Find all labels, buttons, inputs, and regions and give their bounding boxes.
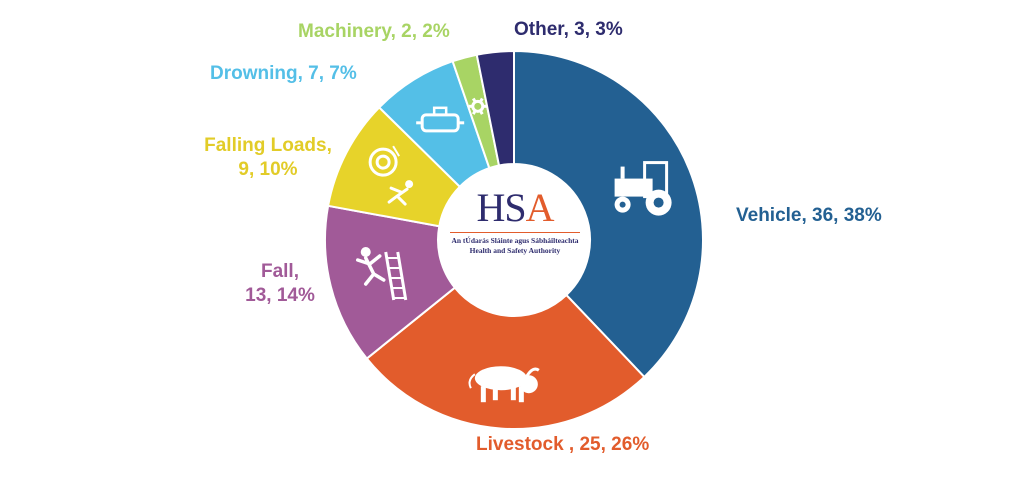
hsa-logo: HSA An tÚdarás Sláinte agus Sábháilteach… (444, 188, 586, 256)
label-falling-loads-line2: 9, 10% (238, 159, 298, 180)
hsa-logo-line1: An tÚdarás Sláinte agus Sábháilteachta (451, 236, 579, 245)
hsa-logo-line2: Health and Safety Authority (469, 246, 561, 255)
label-drowning-text: Drowning, 7, 7% (210, 63, 357, 84)
gear-icon (468, 97, 487, 115)
label-drowning: Drowning, 7, 7% (210, 62, 357, 86)
falling-load-icon (368, 145, 414, 206)
label-machinery: Machinery, 2, 2% (298, 20, 450, 44)
label-livestock-text: Livestock , 25, 26% (476, 434, 650, 455)
label-falling-loads: Falling Loads, 9, 10% (196, 134, 340, 182)
slice-other (475, 49, 515, 167)
slice-vehicle (513, 49, 704, 379)
label-machinery-text: Machinery, 2, 2% (298, 21, 450, 42)
hsa-logo-hs: HS (476, 185, 526, 230)
hsa-logo-mark: HSA (444, 188, 586, 228)
donut-hole (440, 166, 588, 314)
label-falling-loads-line1: Falling Loads, (204, 135, 332, 156)
hsa-logo-a: A (525, 185, 555, 230)
label-livestock: Livestock , 25, 26% (476, 433, 649, 457)
label-fall-line2: 13, 14% (245, 285, 315, 306)
label-fall: Fall, 13, 14% (228, 260, 332, 308)
tractor-icon (614, 161, 672, 216)
hsa-logo-divider (450, 232, 580, 233)
bull-icon (468, 366, 540, 403)
label-vehicle-text: Vehicle, 36, 38% (736, 205, 882, 226)
tank-icon (416, 106, 465, 133)
label-other-text: Other, 3, 3% (514, 19, 623, 40)
slice-livestock (365, 286, 646, 430)
label-other: Other, 3, 3% (514, 18, 623, 42)
ladder-fall-icon (355, 246, 408, 301)
label-vehicle: Vehicle, 36, 38% (736, 204, 882, 228)
label-fall-line1: Fall, (260, 261, 299, 282)
